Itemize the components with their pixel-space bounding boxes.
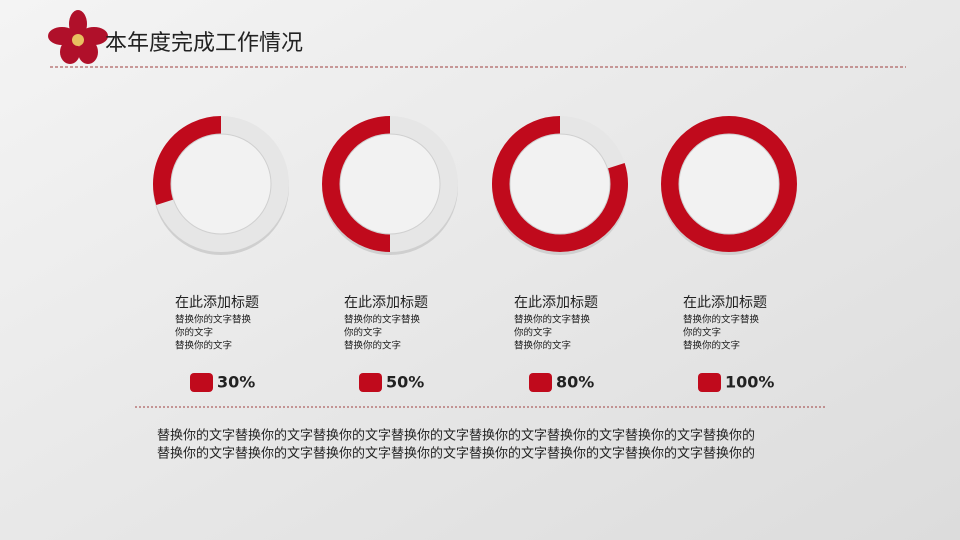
percent-badge — [529, 373, 552, 392]
progress-ring — [322, 116, 391, 252]
item-text: 你的文字 — [683, 327, 721, 339]
item-heading: 在此添加标题 — [683, 295, 767, 311]
item-text: 替换你的文字替换 — [344, 314, 421, 326]
footer-text: 替换你的文字替换你的文字替换你的文字替换你的文字替换你的文字替换你的文字替换你的… — [157, 446, 755, 462]
percent-badge — [190, 373, 213, 392]
ring-inner — [170, 133, 272, 235]
percent-label: 100% — [725, 373, 774, 392]
item-text: 替换你的文字 — [175, 340, 232, 352]
percent-label: 30% — [217, 373, 255, 392]
ring-inner — [509, 133, 611, 235]
item-text: 你的文字 — [175, 327, 213, 339]
item-heading: 在此添加标题 — [514, 295, 598, 311]
ring-inner — [678, 133, 780, 235]
item-heading: 在此添加标题 — [344, 295, 428, 311]
percent-label: 50% — [386, 373, 424, 392]
item-text: 你的文字 — [514, 327, 552, 339]
footer-text: 替换你的文字替换你的文字替换你的文字替换你的文字替换你的文字替换你的文字替换你的… — [157, 428, 755, 444]
item-text: 替换你的文字替换 — [175, 314, 252, 326]
item-text: 你的文字 — [344, 327, 382, 339]
progress-ring — [661, 116, 797, 252]
ring-inner — [339, 133, 441, 235]
percent-badge — [359, 373, 382, 392]
progress-ring — [492, 116, 628, 252]
item-text: 替换你的文字 — [344, 340, 401, 352]
item-text: 替换你的文字替换 — [683, 314, 760, 326]
item-heading: 在此添加标题 — [175, 295, 259, 311]
item-text: 替换你的文字 — [683, 340, 740, 352]
item-text: 替换你的文字 — [514, 340, 571, 352]
title: 本年度完成工作情况 — [105, 31, 303, 56]
progress-ring — [153, 116, 222, 206]
percent-badge — [698, 373, 721, 392]
item-text: 替换你的文字替换 — [514, 314, 591, 326]
percent-label: 80% — [556, 373, 594, 392]
flower-icon — [48, 10, 108, 64]
